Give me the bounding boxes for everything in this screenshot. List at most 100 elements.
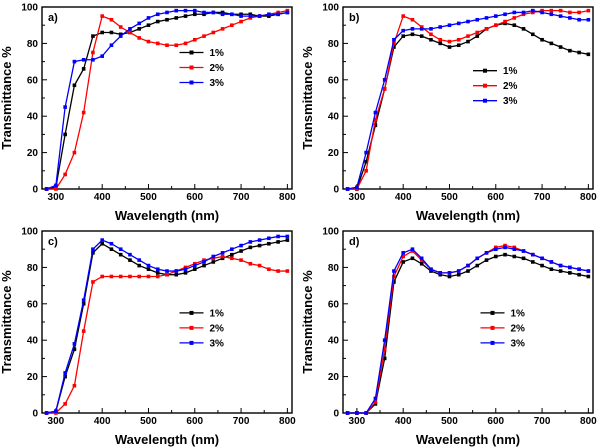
marker	[568, 265, 572, 270]
y-tick-label: 100	[322, 227, 339, 238]
legend-marker	[189, 65, 194, 70]
marker	[109, 17, 114, 22]
marker	[165, 17, 169, 22]
marker	[419, 27, 424, 31]
marker	[257, 243, 262, 248]
marker	[165, 43, 169, 48]
marker	[174, 16, 179, 20]
marker	[438, 37, 443, 42]
legend-marker	[189, 325, 194, 330]
marker	[155, 41, 160, 46]
marker	[466, 269, 470, 273]
marker	[220, 256, 225, 261]
marker	[202, 260, 206, 264]
marker	[568, 16, 572, 20]
marker	[63, 105, 67, 109]
marker	[183, 271, 188, 275]
legend-label: 3%	[210, 338, 225, 349]
marker	[137, 36, 142, 40]
panel-label: a)	[48, 12, 58, 24]
marker	[475, 34, 480, 38]
marker	[558, 45, 563, 49]
marker	[155, 12, 160, 17]
marker	[91, 247, 95, 251]
marker	[531, 260, 535, 264]
legend-label: 1%	[210, 48, 225, 59]
marker	[586, 8, 591, 13]
marker	[248, 12, 253, 17]
marker	[429, 267, 433, 272]
legend-label: 2%	[210, 63, 225, 74]
x-tick-label: 400	[395, 416, 412, 427]
marker	[257, 238, 262, 242]
legend-marker	[490, 340, 495, 345]
y-tick-label: 0	[32, 409, 38, 420]
y-tick-label: 20	[328, 372, 340, 383]
marker	[100, 274, 104, 279]
x-tick-label: 400	[94, 192, 111, 203]
marker	[128, 27, 132, 31]
marker	[447, 39, 452, 44]
marker	[586, 274, 591, 279]
marker	[503, 252, 507, 257]
marker	[155, 267, 160, 272]
marker	[540, 10, 544, 15]
marker	[382, 347, 387, 352]
marker	[109, 241, 114, 246]
marker	[577, 50, 581, 55]
marker	[230, 23, 234, 27]
marker	[137, 263, 142, 268]
panel-label: b)	[349, 12, 360, 24]
marker	[419, 261, 424, 266]
chart-b: 300 400 500 600 700 800 0 20 40 60 80 100 Wavelength…	[301, 3, 597, 224]
marker	[230, 12, 234, 17]
marker	[128, 30, 132, 35]
panel-d: 300 400 500 600 700 800 0 20 40 60 80 100 Wavelength…	[301, 224, 602, 448]
marker	[44, 411, 49, 415]
marker	[91, 280, 95, 284]
marker	[239, 14, 243, 18]
marker	[100, 54, 104, 58]
marker	[410, 27, 415, 31]
marker	[146, 263, 151, 268]
marker	[202, 12, 206, 17]
legend-marker	[483, 98, 487, 103]
marker	[419, 25, 424, 29]
y-axis-label: Transmittance %	[301, 270, 315, 374]
marker	[72, 150, 77, 155]
marker	[276, 269, 280, 273]
marker	[118, 34, 123, 38]
marker	[220, 251, 225, 255]
marker	[72, 347, 77, 352]
marker	[72, 342, 77, 346]
marker	[81, 57, 86, 62]
marker	[447, 271, 452, 275]
legend-label: 1%	[503, 66, 518, 77]
marker	[202, 258, 206, 262]
marker	[410, 247, 415, 251]
series-line-2%	[46, 255, 288, 414]
marker	[410, 32, 415, 37]
marker	[285, 269, 290, 273]
marker	[512, 245, 517, 250]
y-axis-label: Transmittance %	[0, 270, 14, 374]
marker	[484, 27, 489, 31]
marker	[568, 10, 572, 15]
marker	[100, 30, 104, 35]
y-tick-label: 60	[27, 299, 39, 310]
marker	[72, 59, 77, 64]
marker	[392, 45, 396, 49]
legend-label: 3%	[503, 96, 518, 107]
marker	[183, 41, 188, 46]
marker	[81, 329, 86, 333]
marker	[484, 251, 489, 255]
marker	[392, 269, 396, 273]
marker	[137, 27, 142, 31]
y-axis-label: Transmittance %	[301, 46, 315, 150]
marker	[146, 23, 151, 27]
axes-frame	[342, 230, 594, 414]
marker	[540, 37, 544, 42]
panel-b: 300 400 500 600 700 800 0 20 40 60 80 100 Wavelength…	[301, 0, 602, 224]
marker	[192, 263, 197, 268]
marker	[100, 14, 104, 18]
